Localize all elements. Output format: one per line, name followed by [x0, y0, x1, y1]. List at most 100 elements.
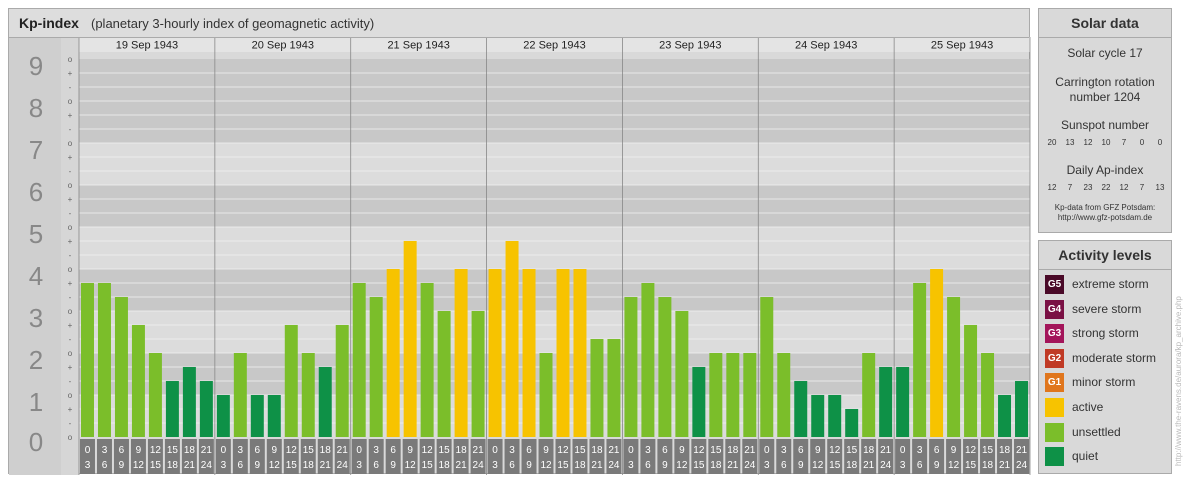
- day-label: 20 Sep 1943: [252, 40, 314, 52]
- interval-cell: [130, 439, 146, 474]
- kp-bar: [352, 282, 366, 437]
- kp-bar: [845, 408, 859, 437]
- y-tick-label: 1: [29, 387, 43, 417]
- activity-levels-title: Activity levels: [1039, 241, 1171, 270]
- y-tick-label: 8: [29, 93, 43, 123]
- kp-bar: [879, 366, 893, 437]
- sub-tick-label: o: [68, 265, 73, 274]
- interval-cell: [912, 439, 928, 474]
- interval-cell: [1014, 439, 1029, 474]
- interval-end-label: 3: [764, 460, 770, 471]
- interval-end-label: 15: [557, 460, 569, 471]
- interval-end-label: 6: [781, 460, 787, 471]
- kp-bar: [777, 353, 791, 437]
- interval-cell: [470, 439, 486, 474]
- ap-value: 22: [1101, 183, 1111, 192]
- interval-start-label: 9: [272, 445, 278, 456]
- kp-band: [79, 227, 1030, 269]
- day-header-row: [79, 37, 1030, 52]
- y-tick-label: 9: [29, 51, 43, 81]
- interval-end-label: 9: [662, 460, 668, 471]
- interval-cell: [215, 439, 231, 474]
- interval-start-label: 9: [136, 445, 142, 456]
- sub-tick-label: -: [69, 335, 72, 344]
- interval-end-label: 24: [1016, 460, 1028, 471]
- interval-end-label: 6: [917, 460, 923, 471]
- interval-start-label: 21: [880, 445, 892, 456]
- kp-bar: [131, 324, 145, 437]
- interval-cell: [317, 439, 333, 474]
- sub-tick-label: o: [68, 55, 73, 64]
- kp-bar: [148, 353, 162, 437]
- kp-bar: [182, 366, 196, 437]
- interval-start-label: 21: [744, 445, 756, 456]
- day-label: 19 Sep 1943: [116, 40, 178, 52]
- kp-bar: [573, 269, 587, 437]
- interval-cell: [946, 439, 962, 474]
- kp-band: [79, 311, 1030, 353]
- interval-end-label: 6: [509, 460, 515, 471]
- sunspot-value: 12: [1083, 138, 1093, 147]
- interval-cell: [895, 439, 911, 474]
- legend-swatch: G1: [1045, 373, 1064, 393]
- kp-bar: [760, 297, 774, 437]
- kp-bar: [930, 269, 944, 437]
- kp-bar: [743, 353, 757, 437]
- interval-start-label: 3: [509, 445, 515, 456]
- ap-value: 12: [1119, 183, 1129, 192]
- interval-start-label: 9: [679, 445, 685, 456]
- kp-bar: [862, 353, 876, 437]
- interval-cell: [113, 439, 129, 474]
- legend-swatch: G3: [1045, 324, 1064, 344]
- interval-end-label: 9: [255, 460, 261, 471]
- interval-end-label: 21: [999, 460, 1011, 471]
- interval-cell: [487, 439, 503, 474]
- sunspot-value: 0: [1157, 138, 1163, 147]
- source-link[interactable]: http://www.gfz-potsdam.de: [1057, 213, 1153, 222]
- legend-item-extreme-storm: G5 extreme storm: [1045, 275, 1171, 295]
- kp-bar: [386, 269, 400, 437]
- legend-label: active: [1072, 400, 1104, 414]
- activity-levels-panel: Activity levels G5 extreme storm G4 severe …: [1038, 240, 1172, 474]
- interval-end-label: 15: [286, 460, 298, 471]
- sub-tick-label: +: [68, 111, 73, 120]
- interval-start-label: 3: [238, 445, 244, 456]
- interval-end-label: 12: [540, 460, 552, 471]
- interval-cell: [708, 439, 724, 474]
- kp-bar: [318, 366, 332, 437]
- sub-tick-label: -: [69, 125, 72, 134]
- interval-cell: [963, 439, 979, 474]
- kp-bar: [505, 240, 519, 437]
- interval-cell: [521, 439, 537, 474]
- kp-bar: [216, 395, 230, 437]
- interval-cell: [147, 439, 163, 474]
- interval-cell: [419, 439, 435, 474]
- interval-cell: [827, 439, 843, 474]
- interval-start-label: 6: [119, 445, 125, 456]
- interval-start-label: 12: [965, 445, 977, 456]
- interval-start-label: 3: [373, 445, 379, 456]
- interval-cell: [997, 439, 1013, 474]
- interval-end-label: 9: [934, 460, 940, 471]
- interval-start-label: 12: [829, 445, 841, 456]
- kp-bar: [1015, 381, 1028, 437]
- kp-bar: [335, 324, 349, 437]
- sub-tick-label: +: [68, 363, 73, 372]
- day-label: 24 Sep 1943: [795, 40, 857, 52]
- kp-bar: [641, 282, 655, 437]
- interval-cell: [198, 439, 214, 474]
- sub-tick-label: o: [68, 181, 73, 190]
- ap-index-values: 12 7 23 22 12 7 13: [1043, 183, 1169, 192]
- interval-end-label: 3: [356, 460, 362, 471]
- interval-start-label: 6: [255, 445, 261, 456]
- kp-bar: [947, 297, 961, 437]
- interval-end-label: 18: [846, 460, 858, 471]
- legend-label: strong storm: [1072, 326, 1139, 341]
- watermark: http://www.the-ravens.de/aurora/kp_archi…: [1174, 296, 1183, 466]
- day-label: 22 Sep 1943: [523, 40, 585, 52]
- interval-end-label: 24: [880, 460, 892, 471]
- legend-label: extreme storm: [1072, 277, 1149, 291]
- interval-start-label: 12: [557, 445, 569, 456]
- interval-end-label: 15: [150, 460, 162, 471]
- sub-tick-label: o: [68, 307, 73, 316]
